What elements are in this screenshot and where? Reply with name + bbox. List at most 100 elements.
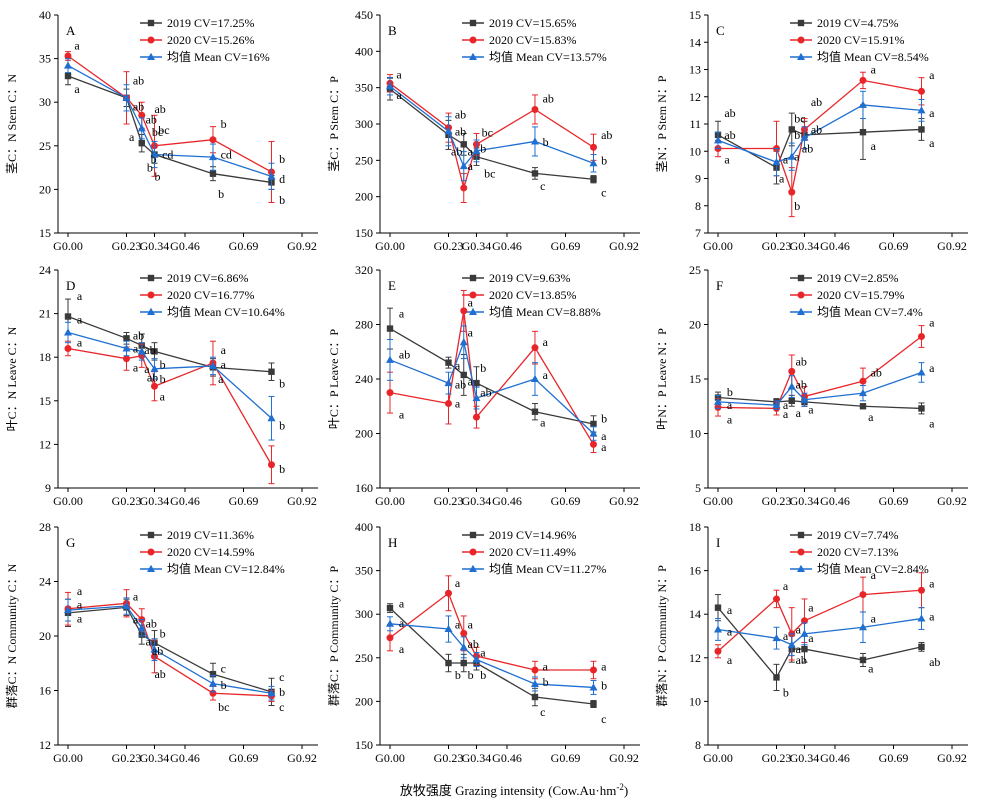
- series-line: [717, 396, 922, 410]
- data-point: [589, 440, 597, 448]
- data-point: [714, 625, 722, 633]
- significance-label: a: [868, 410, 874, 424]
- series-2: [64, 597, 276, 701]
- significance-label: bc: [794, 112, 805, 126]
- significance-label: a: [727, 625, 733, 639]
- significance-label: b: [279, 462, 285, 476]
- y-tick-label: 240: [355, 372, 373, 386]
- significance-label: ab: [871, 365, 882, 379]
- significance-label: a: [929, 136, 935, 150]
- x-tick-label: G0.69: [879, 494, 909, 508]
- legend-marker: [797, 274, 805, 282]
- significance-label: ab: [146, 617, 157, 631]
- series-line: [389, 82, 594, 191]
- data-point: [472, 413, 480, 421]
- legend-marker: [469, 531, 477, 539]
- series-0: [64, 66, 275, 190]
- x-tick-label: G0.23: [434, 494, 464, 508]
- significance-label: ab: [543, 92, 554, 106]
- significance-label: b: [601, 153, 607, 167]
- series-0: [386, 603, 597, 709]
- significance-label: ab: [796, 355, 807, 369]
- data-point: [460, 629, 468, 637]
- significance-label: a: [783, 152, 789, 166]
- data-point: [444, 624, 453, 633]
- data-point: [917, 106, 926, 114]
- y-axis-title: 茎N：P Stem N：P: [655, 75, 669, 172]
- y-tick-label: 35: [39, 52, 51, 66]
- legend-entry: 2019 CV=14.96%: [489, 528, 576, 542]
- legend-marker: [797, 19, 805, 27]
- significance-label: ab: [811, 95, 822, 109]
- data-point: [444, 127, 453, 135]
- data-point: [917, 332, 925, 340]
- y-tick-label: 25: [689, 263, 701, 277]
- significance-label: a: [796, 406, 802, 420]
- data-point: [209, 136, 217, 144]
- significance-label: a: [796, 642, 802, 656]
- series-line: [389, 623, 594, 689]
- legend-entry: 2019 CV=2.85%: [817, 271, 898, 285]
- significance-label: a: [74, 82, 80, 96]
- significance-label: b: [279, 152, 285, 166]
- x-tick-label: G0.69: [879, 751, 909, 765]
- y-tick-label: 12: [689, 651, 701, 665]
- significance-label: b: [468, 668, 474, 682]
- y-axis-title: 叶C：P Leave C：P: [327, 329, 341, 430]
- data-point: [787, 382, 796, 390]
- data-point: [386, 619, 394, 627]
- data-point: [773, 674, 780, 681]
- data-point: [386, 604, 394, 612]
- series-2: [386, 615, 598, 695]
- significance-label: ab: [468, 637, 479, 651]
- legend-entry: 2019 CV=6.86%: [167, 271, 248, 285]
- series-line: [67, 347, 273, 466]
- y-tick-label: 200: [355, 694, 373, 708]
- significance-label: bc: [158, 123, 169, 137]
- significance-label: b: [794, 199, 800, 213]
- data-point: [800, 629, 809, 637]
- data-point: [208, 361, 217, 369]
- significance-label: b: [279, 193, 285, 207]
- legend-marker: [147, 291, 155, 299]
- x-tick-label: G0.34: [140, 494, 170, 508]
- significance-label: a: [455, 358, 461, 372]
- y-tick-label: 24: [39, 575, 51, 589]
- y-tick-label: 320: [355, 263, 373, 277]
- data-point: [150, 364, 159, 372]
- data-point: [772, 633, 781, 642]
- series-line: [717, 104, 922, 163]
- panel-letter: C: [716, 23, 725, 38]
- x-tick-label: G0.34: [462, 751, 492, 765]
- significance-label: a: [808, 601, 814, 615]
- y-tick-label: 350: [355, 564, 373, 578]
- significance-label: c: [279, 700, 284, 714]
- significance-label: ab: [724, 128, 735, 142]
- significance-label: a: [871, 568, 877, 582]
- data-point: [917, 614, 926, 622]
- series-line: [389, 592, 594, 671]
- legend-marker: [797, 52, 805, 60]
- legend-entry: 均值 Mean CV=13.57%: [489, 49, 607, 64]
- significance-label: a: [727, 412, 733, 426]
- legend-marker: [469, 52, 477, 60]
- x-tick-label: G0.69: [551, 751, 581, 765]
- significance-label: b: [221, 117, 227, 131]
- data-point: [150, 150, 159, 158]
- data-point: [714, 647, 722, 655]
- legend-entry: 2020 CV=15.79%: [817, 288, 904, 302]
- data-point: [859, 128, 867, 136]
- data-point: [386, 355, 394, 363]
- y-axis-title: 叶N：P Leave N：P: [655, 328, 669, 430]
- y-tick-label: 16: [689, 564, 701, 578]
- legend-marker: [147, 564, 155, 572]
- x-tick-label: G0.92: [609, 751, 639, 765]
- legend-entry: 2020 CV=11.49%: [489, 545, 576, 559]
- y-tick-label: 25: [39, 139, 51, 153]
- significance-label: a: [783, 407, 789, 421]
- y-axis-title: 茎C：N Stem C：N: [5, 74, 19, 174]
